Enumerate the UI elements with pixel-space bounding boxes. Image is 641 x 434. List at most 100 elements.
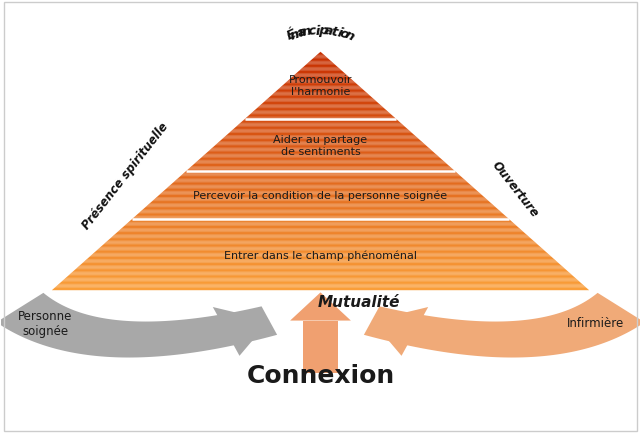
Polygon shape — [290, 79, 351, 80]
Polygon shape — [303, 321, 338, 373]
Polygon shape — [260, 105, 381, 106]
Polygon shape — [107, 240, 534, 242]
Polygon shape — [138, 213, 503, 214]
Polygon shape — [88, 257, 553, 258]
Polygon shape — [97, 249, 544, 250]
Text: a: a — [296, 25, 308, 40]
Polygon shape — [238, 124, 403, 125]
Polygon shape — [111, 237, 530, 238]
Polygon shape — [87, 258, 554, 260]
Polygon shape — [58, 283, 583, 285]
Text: Infirmière: Infirmière — [567, 316, 624, 329]
Polygon shape — [135, 216, 506, 217]
Polygon shape — [310, 61, 331, 62]
Polygon shape — [263, 102, 378, 104]
Polygon shape — [80, 264, 561, 266]
Polygon shape — [198, 160, 443, 161]
Polygon shape — [167, 187, 474, 188]
Text: Aider au partage
de sentiments: Aider au partage de sentiments — [274, 134, 367, 157]
Polygon shape — [177, 179, 464, 180]
Polygon shape — [306, 65, 335, 66]
Polygon shape — [174, 181, 467, 182]
Polygon shape — [150, 203, 491, 204]
Text: É: É — [285, 27, 298, 43]
Polygon shape — [79, 266, 562, 267]
Polygon shape — [252, 112, 389, 113]
Polygon shape — [151, 201, 490, 203]
Polygon shape — [169, 186, 472, 187]
Polygon shape — [201, 157, 440, 158]
Polygon shape — [203, 156, 438, 157]
Polygon shape — [236, 126, 405, 128]
Polygon shape — [156, 197, 485, 198]
Polygon shape — [216, 144, 425, 145]
Polygon shape — [231, 131, 410, 132]
Polygon shape — [283, 85, 358, 86]
Polygon shape — [276, 91, 365, 92]
Polygon shape — [133, 218, 508, 219]
Polygon shape — [69, 274, 572, 275]
Polygon shape — [127, 223, 514, 224]
Polygon shape — [78, 267, 563, 268]
Text: Personne
soignée: Personne soignée — [19, 309, 72, 337]
Polygon shape — [275, 92, 366, 93]
Polygon shape — [235, 128, 406, 129]
Polygon shape — [302, 68, 339, 69]
Text: Mutualité: Mutualité — [318, 294, 400, 309]
Polygon shape — [372, 307, 428, 356]
Polygon shape — [224, 137, 417, 138]
Polygon shape — [213, 147, 428, 148]
Polygon shape — [147, 205, 494, 206]
Polygon shape — [304, 66, 337, 67]
Polygon shape — [307, 63, 334, 65]
Polygon shape — [214, 145, 427, 147]
Polygon shape — [90, 256, 551, 257]
Polygon shape — [288, 80, 353, 81]
Polygon shape — [271, 95, 370, 97]
Polygon shape — [62, 281, 579, 282]
Polygon shape — [160, 194, 481, 195]
Polygon shape — [118, 231, 523, 232]
Polygon shape — [247, 117, 394, 118]
Polygon shape — [57, 285, 584, 286]
Polygon shape — [92, 253, 549, 255]
Polygon shape — [144, 207, 497, 208]
Polygon shape — [119, 230, 522, 231]
Polygon shape — [121, 229, 520, 230]
Polygon shape — [228, 134, 413, 135]
Polygon shape — [143, 208, 498, 210]
Polygon shape — [274, 93, 367, 94]
Polygon shape — [297, 72, 344, 73]
Polygon shape — [154, 199, 487, 200]
Text: Présence spirituelle: Présence spirituelle — [79, 120, 171, 232]
Polygon shape — [209, 150, 432, 151]
Polygon shape — [170, 184, 471, 186]
Polygon shape — [251, 113, 390, 115]
Polygon shape — [294, 75, 347, 76]
Polygon shape — [287, 81, 354, 82]
Polygon shape — [267, 99, 374, 100]
Polygon shape — [185, 171, 456, 173]
Polygon shape — [318, 54, 323, 55]
Text: n: n — [342, 27, 356, 43]
Polygon shape — [113, 235, 528, 236]
Polygon shape — [54, 287, 587, 288]
Polygon shape — [53, 288, 588, 289]
Polygon shape — [199, 158, 442, 160]
Polygon shape — [146, 206, 495, 207]
Polygon shape — [112, 236, 529, 237]
Polygon shape — [296, 73, 345, 74]
Polygon shape — [205, 154, 436, 155]
Polygon shape — [158, 195, 483, 197]
Polygon shape — [233, 129, 408, 130]
Polygon shape — [246, 118, 395, 119]
Text: Connexion: Connexion — [246, 363, 395, 387]
Polygon shape — [242, 120, 399, 122]
Polygon shape — [295, 74, 346, 75]
Polygon shape — [178, 178, 463, 179]
Polygon shape — [84, 261, 557, 262]
Polygon shape — [259, 106, 382, 107]
Polygon shape — [253, 111, 388, 112]
Polygon shape — [265, 100, 376, 102]
Polygon shape — [104, 243, 537, 244]
